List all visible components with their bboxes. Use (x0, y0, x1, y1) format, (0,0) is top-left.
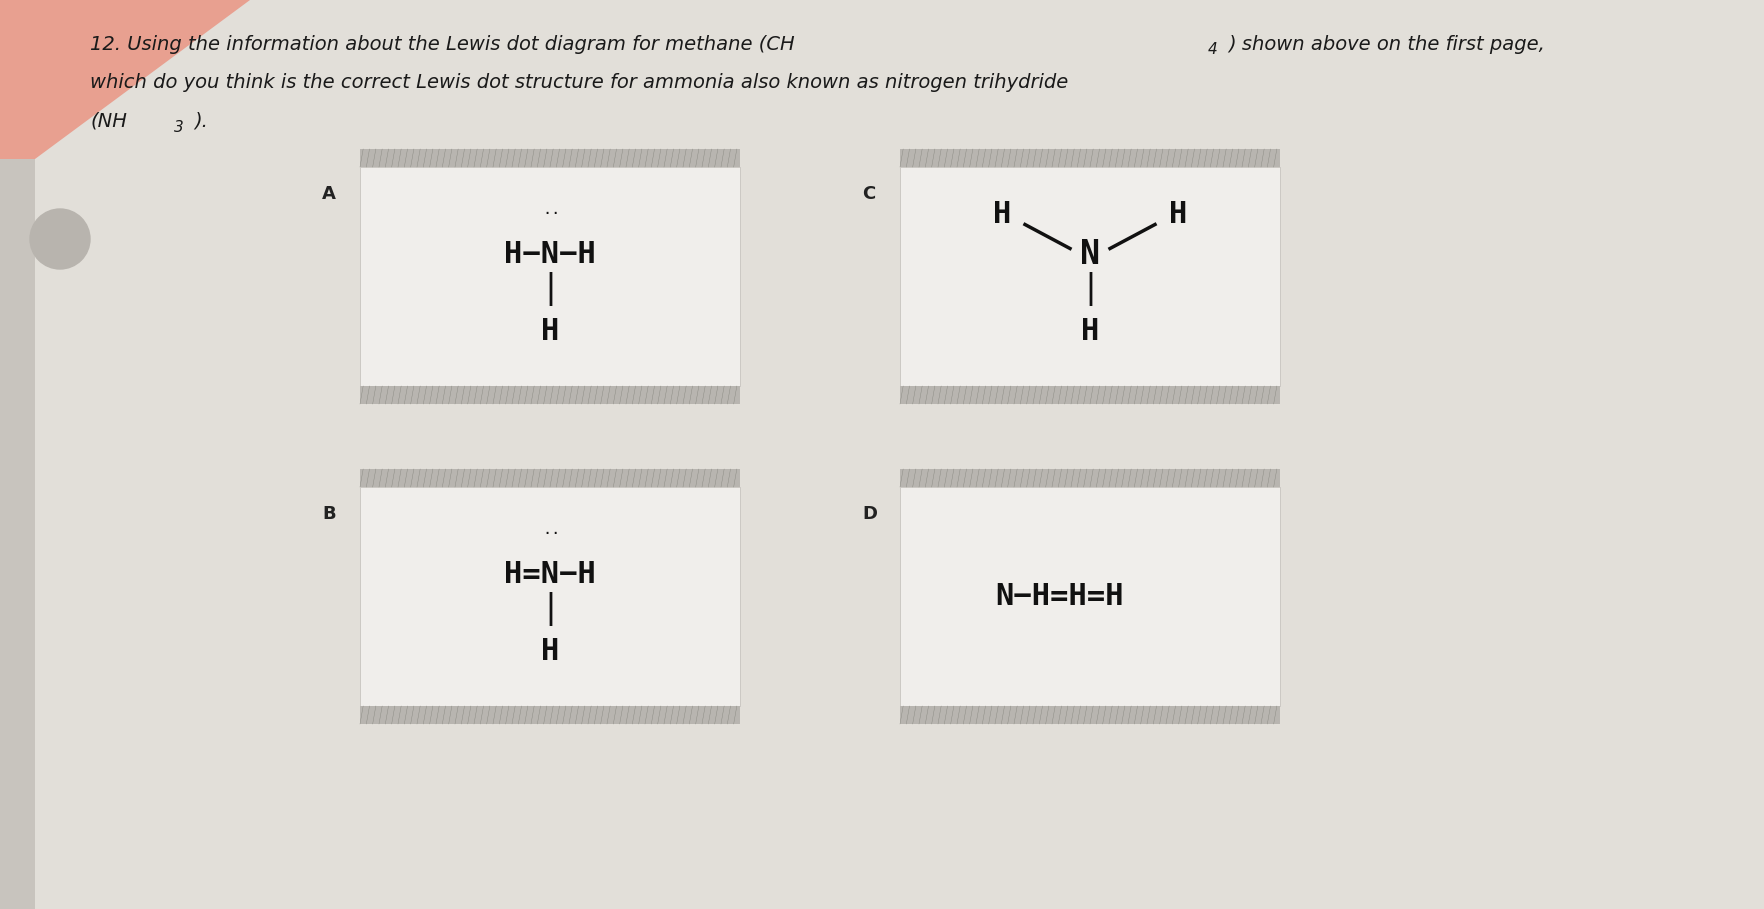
Text: 3: 3 (175, 119, 183, 135)
Bar (900, 386, 1279, 404)
Text: N−H=H=H: N−H=H=H (995, 582, 1124, 611)
Polygon shape (35, 0, 1764, 909)
Text: ··: ·· (543, 206, 561, 221)
Text: H: H (540, 637, 559, 666)
Text: (NH: (NH (90, 112, 127, 131)
Text: D: D (861, 505, 877, 523)
Text: B: B (321, 505, 335, 523)
Text: |: | (1080, 272, 1099, 305)
Text: 12. Using the information about the Lewis dot diagram for methane (CH: 12. Using the information about the Lewi… (90, 35, 794, 54)
Text: H=N−H: H=N−H (505, 560, 596, 589)
Bar (900, 469, 1279, 487)
Text: ).: ). (194, 112, 208, 131)
Text: H: H (993, 200, 1011, 229)
Text: H−N−H: H−N−H (505, 240, 596, 269)
Text: |: | (540, 272, 559, 305)
Bar (900, 167, 1279, 386)
Text: ··: ·· (543, 526, 561, 541)
Bar (360, 469, 739, 487)
Text: H: H (540, 317, 559, 346)
Text: A: A (321, 185, 335, 203)
Bar (900, 706, 1279, 724)
Text: H: H (1168, 200, 1187, 229)
Text: N: N (1080, 238, 1099, 271)
Circle shape (30, 209, 90, 269)
Text: 4: 4 (1207, 43, 1217, 57)
Bar (900, 487, 1279, 706)
Bar (360, 487, 739, 706)
Text: H: H (1080, 317, 1099, 346)
Text: |: | (540, 592, 559, 625)
Bar (900, 149, 1279, 167)
Bar (360, 706, 739, 724)
Bar (360, 167, 739, 386)
Text: C: C (861, 185, 875, 203)
Text: which do you think is the correct Lewis dot structure for ammonia also known as : which do you think is the correct Lewis … (90, 73, 1067, 92)
Polygon shape (0, 0, 250, 159)
Bar (360, 386, 739, 404)
Text: ) shown above on the first page,: ) shown above on the first page, (1228, 35, 1544, 54)
Bar (360, 149, 739, 167)
